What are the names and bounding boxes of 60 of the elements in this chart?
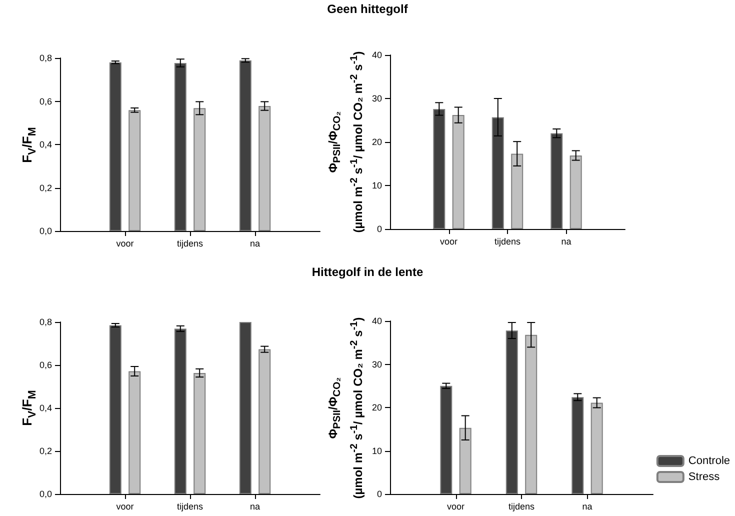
- x-tick-label: na: [561, 236, 572, 246]
- y-tick-label: 0,6: [39, 360, 52, 370]
- bar: [511, 154, 524, 229]
- y-tick-label: 0,4: [39, 403, 52, 413]
- y-tick-label: 40: [372, 50, 382, 60]
- bar: [258, 349, 271, 494]
- legend-label: Controle: [688, 455, 730, 467]
- bar: [459, 428, 472, 494]
- text: Hittegolf in de lente: [310, 265, 424, 279]
- y-tick-label: 0: [376, 224, 382, 234]
- bar: [239, 60, 252, 231]
- bar: [128, 110, 141, 231]
- x-tick-label: tijdens: [176, 502, 204, 512]
- bar: [258, 106, 271, 231]
- legend-label: Stress: [688, 471, 720, 483]
- y-tick-label: 0: [376, 489, 382, 499]
- bar: [109, 62, 122, 231]
- bar: [194, 108, 206, 231]
- bar: [174, 328, 186, 494]
- x-tick-label: na: [250, 502, 260, 512]
- bar: [433, 108, 446, 229]
- y-tick-label: 0,2: [39, 446, 52, 456]
- x-tick-label: voor: [446, 502, 465, 512]
- x-tick-label: na: [250, 238, 260, 248]
- bar: [109, 325, 122, 494]
- y-tick-label: 0,0: [39, 489, 52, 499]
- x-tick-label: na: [582, 502, 592, 512]
- bar: [550, 133, 563, 229]
- y-tick-label: 20: [372, 402, 382, 412]
- chart-title: Geen hittegolf: [326, 2, 409, 16]
- bar: [128, 371, 141, 494]
- x-tick-label: voor: [116, 238, 134, 248]
- bar: [440, 386, 452, 494]
- bar: [525, 334, 538, 494]
- y-tick-label: 0,8: [39, 317, 52, 327]
- bar: [452, 115, 464, 229]
- x-tick-label: tijdens: [508, 502, 536, 512]
- y-tick-label: 0,4: [39, 140, 52, 150]
- x-tick-label: voor: [440, 236, 458, 246]
- y-tick-label: 40: [372, 316, 382, 326]
- bar: [492, 117, 504, 229]
- bar: [194, 372, 206, 494]
- y-tick-label: 30: [372, 94, 382, 104]
- bar: [572, 397, 584, 494]
- x-tick-label: voor: [116, 502, 134, 512]
- y-tick-label: 20: [372, 137, 382, 147]
- y-tick-label: 10: [372, 180, 382, 190]
- y-tick-label: 0,8: [39, 53, 52, 63]
- y-tick-label: 10: [372, 446, 382, 456]
- y-tick-label: 0,6: [39, 96, 52, 106]
- y-tick-label: 30: [372, 359, 382, 370]
- bar: [506, 330, 518, 494]
- bar: [174, 62, 186, 231]
- y-tick-label: 0,0: [39, 226, 52, 236]
- x-tick-label: tijdens: [176, 238, 204, 248]
- bar: [239, 322, 252, 494]
- y-tick-label: 0,2: [39, 182, 52, 193]
- x-tick-label: tijdens: [494, 236, 522, 246]
- bar: [570, 155, 582, 229]
- bar: [590, 402, 603, 494]
